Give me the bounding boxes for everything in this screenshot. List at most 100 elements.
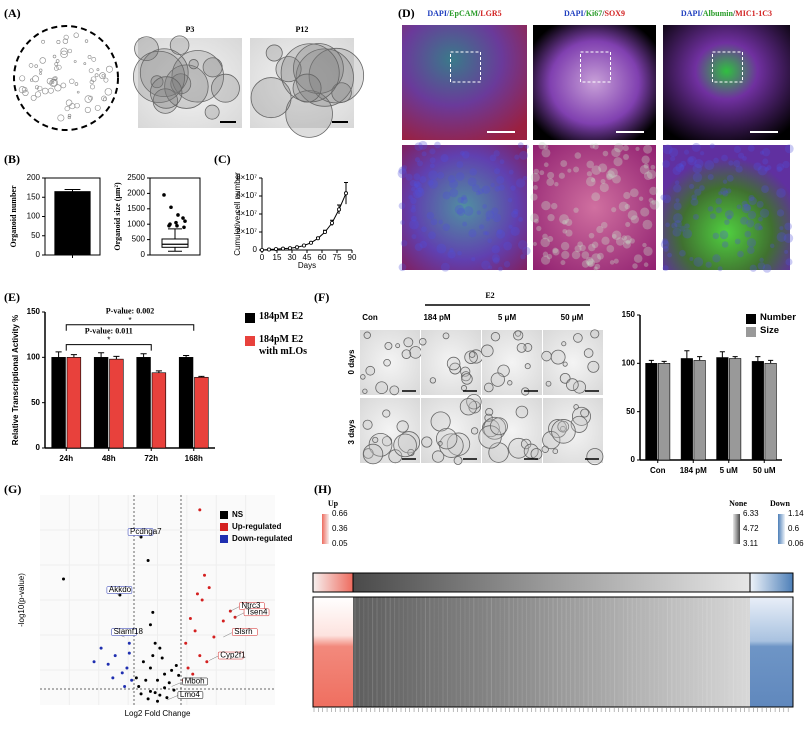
nucleus	[398, 263, 407, 272]
fluorescence-image	[533, 145, 656, 270]
stain-part: MIC1-1C3	[735, 9, 772, 18]
organoid	[393, 433, 417, 458]
nucleus	[611, 233, 617, 239]
nucleus	[722, 179, 728, 184]
error-bar	[70, 354, 77, 358]
organoid	[41, 39, 45, 44]
fluorescence-image	[663, 145, 790, 270]
nucleus	[485, 231, 490, 236]
organoid	[60, 47, 68, 55]
nucleus	[672, 227, 682, 237]
organoid	[442, 332, 450, 340]
nucleus	[683, 149, 690, 155]
x-tick-label: 0	[260, 253, 265, 262]
organoid	[83, 62, 87, 66]
y-tick-label: 50	[626, 407, 635, 416]
nucleus	[512, 208, 519, 215]
organoid	[150, 75, 164, 89]
significance-star: *	[107, 336, 110, 345]
point	[315, 236, 320, 241]
x-tick-label: 184 pM	[680, 466, 707, 475]
stain-label: DAPI/Albumin/MIC1-1C3	[681, 9, 772, 18]
organoid	[557, 420, 570, 433]
nucleus	[573, 207, 579, 213]
organoid	[56, 40, 61, 44]
nucleus	[400, 239, 408, 247]
bar	[729, 358, 742, 461]
legend-swatch	[245, 313, 255, 323]
point	[153, 641, 157, 645]
micrograph-bg	[482, 398, 542, 463]
legend-swatch	[746, 314, 756, 324]
nucleus	[679, 249, 686, 257]
organoid	[62, 38, 69, 44]
x-tick-label: 15	[273, 253, 282, 262]
nucleus	[668, 147, 679, 157]
nucleus	[574, 245, 582, 253]
organoid	[572, 380, 587, 394]
panel-label: (D)	[398, 6, 415, 20]
gene-box	[106, 586, 133, 594]
organoid	[362, 419, 373, 430]
organoid	[560, 425, 566, 432]
organoid	[57, 114, 65, 122]
organoid	[18, 86, 26, 94]
nucleus	[663, 245, 669, 252]
organoid	[530, 448, 543, 460]
nucleus	[488, 265, 493, 270]
organoid	[481, 344, 494, 358]
nucleus	[761, 185, 769, 194]
stain-part: /	[732, 9, 736, 18]
nucleus	[690, 198, 699, 206]
organoid	[409, 346, 422, 359]
micrograph	[541, 398, 604, 466]
nucleus	[454, 204, 465, 215]
nucleus	[514, 154, 520, 160]
nucleus	[776, 188, 786, 198]
nucleus	[532, 241, 537, 247]
chart: Organoid number 0 50 100 150 200	[9, 173, 101, 259]
point	[106, 662, 110, 666]
organoid	[35, 85, 39, 90]
nucleus	[733, 160, 741, 168]
passage-label: P12	[296, 25, 309, 34]
nucleus	[738, 152, 745, 159]
point	[158, 693, 162, 697]
organoid	[384, 341, 393, 350]
legend-text: 184pM E2	[259, 311, 304, 322]
nucleus	[560, 241, 570, 251]
nucleus	[621, 235, 628, 241]
time-label: 3 days	[347, 419, 356, 444]
nucleus	[769, 243, 775, 249]
micrograph	[250, 38, 365, 138]
error-bar	[648, 359, 654, 364]
nucleus	[674, 220, 682, 228]
nucleus	[660, 194, 667, 201]
nucleus	[724, 210, 734, 219]
nucleus	[643, 144, 653, 154]
heat-none	[353, 597, 750, 707]
nucleus	[429, 148, 436, 155]
y-tick-label: 0	[631, 455, 636, 464]
stain-part: EpCAM	[449, 9, 478, 18]
organoid	[84, 95, 92, 103]
nucleus	[624, 203, 631, 210]
nucleus	[530, 172, 540, 182]
nucleus	[456, 207, 465, 216]
nucleus	[715, 206, 723, 214]
nucleus	[565, 229, 573, 237]
gene-box	[111, 628, 137, 636]
nucleus	[498, 266, 503, 272]
nucleus	[684, 223, 690, 229]
nucleus	[530, 193, 538, 201]
organoid	[507, 380, 513, 386]
nucleus	[447, 175, 456, 183]
point	[329, 220, 334, 225]
organoid	[516, 342, 527, 353]
nucleus	[722, 190, 729, 197]
nucleus	[410, 197, 417, 205]
nucleus	[440, 262, 450, 272]
nucleus	[726, 188, 732, 194]
nucleus	[662, 144, 673, 155]
